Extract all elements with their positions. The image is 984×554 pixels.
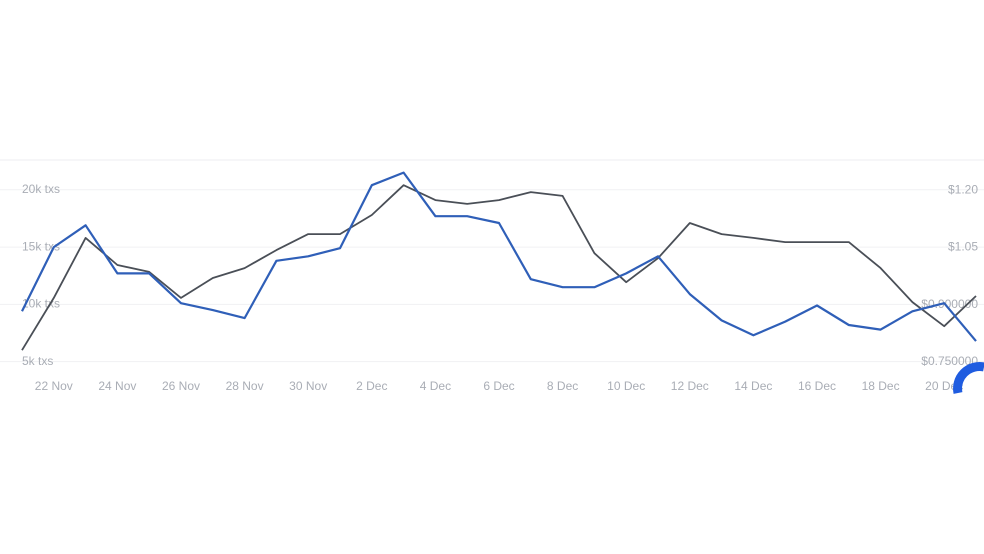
series-line	[21, 171, 977, 342]
x-tick-label: 16 Dec	[798, 379, 836, 393]
y-tick-label: 20k txs	[22, 182, 60, 196]
x-tick-label: 2 Dec	[356, 379, 387, 393]
x-tick-label: 30 Nov	[289, 379, 327, 393]
x-tick-label: 12 Dec	[671, 379, 709, 393]
y-tick-label: 15k txs	[22, 239, 60, 253]
x-tick-label: 22 Nov	[35, 379, 73, 393]
x-tick-label: 6 Dec	[483, 379, 514, 393]
loading-icon	[953, 362, 984, 394]
x-tick-label: 4 Dec	[420, 379, 451, 393]
y-tick-label: 5k txs	[22, 354, 53, 368]
x-tick-label: 18 Dec	[862, 379, 900, 393]
y-tick-label: 10k txs	[22, 297, 60, 311]
y2-tick-label: $0.750000	[921, 354, 978, 368]
x-tick-label: 26 Nov	[162, 379, 200, 393]
y2-tick-label: $1.20	[948, 182, 978, 196]
x-tick-label: 14 Dec	[734, 379, 772, 393]
x-tick-label: 24 Nov	[98, 379, 136, 393]
x-tick-label: 28 Nov	[226, 379, 264, 393]
x-tick-label: 10 Dec	[607, 379, 645, 393]
y2-tick-label: $1.05	[948, 240, 978, 254]
loading-arc	[953, 362, 984, 394]
x-tick-label: 8 Dec	[547, 379, 578, 393]
series-line	[21, 184, 977, 351]
